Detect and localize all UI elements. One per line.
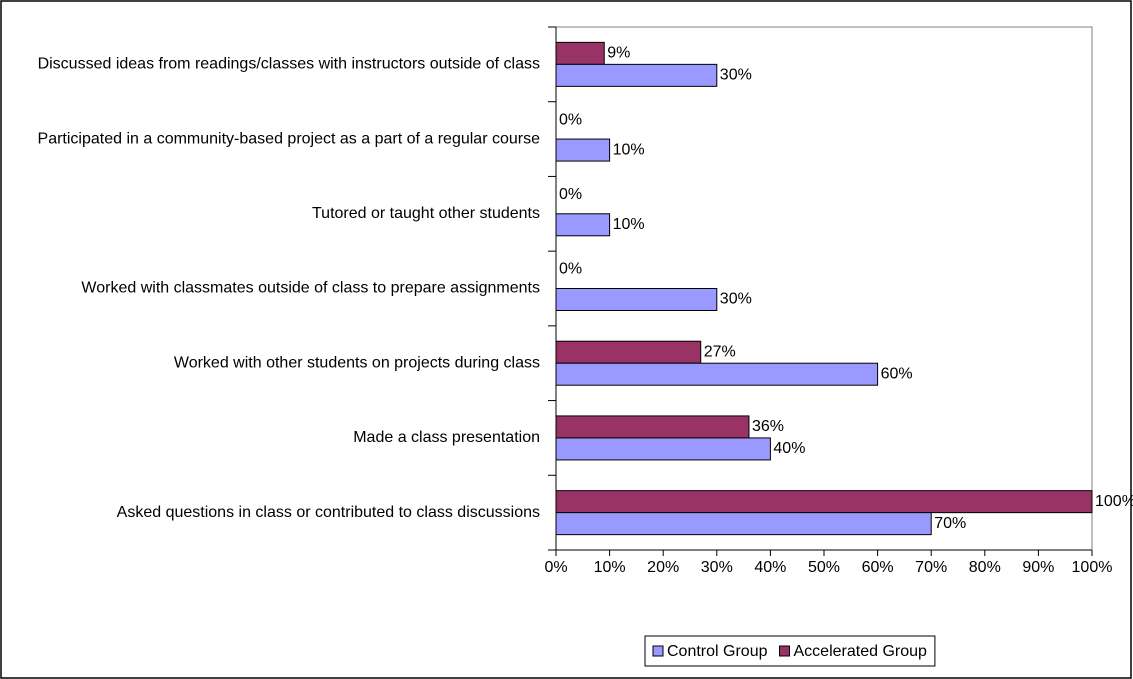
legend-swatch (779, 645, 790, 657)
data-label: 70% (934, 515, 966, 532)
bar (555, 490, 1093, 514)
bar (555, 340, 702, 364)
y-tick-label: Tutored or taught other students (312, 205, 540, 222)
x-tick-label: 60% (862, 559, 894, 576)
x-tick-label: 40% (754, 559, 786, 576)
x-tick-label: 0% (544, 559, 567, 576)
y-tick-label: Discussed ideas from readings/classes wi… (38, 56, 540, 73)
bar (555, 41, 605, 65)
data-label: 9% (607, 45, 630, 62)
data-label: 10% (613, 216, 645, 233)
y-tick-label: Participated in a community-based projec… (38, 130, 541, 147)
legend-swatch (652, 645, 664, 657)
y-tick-label: Worked with other students on projects d… (174, 354, 540, 371)
bar (555, 288, 718, 311)
bar (555, 63, 718, 87)
data-label: 30% (720, 291, 752, 308)
data-label: 27% (704, 343, 736, 360)
data-label: 30% (720, 67, 752, 84)
x-tick-label: 90% (1022, 559, 1054, 576)
bar (555, 437, 771, 461)
y-tick-label: Asked questions in class or contributed … (117, 504, 540, 521)
legend-label: Accelerated Group (794, 643, 928, 660)
y-tick-label: Made a class presentation (353, 429, 540, 446)
bar (555, 213, 611, 237)
data-label: 40% (773, 440, 805, 457)
data-label: 0% (559, 111, 582, 128)
data-label: 0% (559, 186, 582, 203)
bar (555, 362, 879, 386)
data-label: 60% (881, 365, 913, 382)
data-label: 10% (613, 141, 645, 158)
bar (555, 138, 611, 162)
data-label: 0% (559, 261, 582, 278)
x-tick-label: 80% (969, 559, 1001, 576)
data-label: 36% (752, 418, 784, 435)
data-label: 100% (1095, 493, 1133, 510)
x-tick-label: 20% (647, 559, 679, 576)
x-tick-label: 70% (915, 559, 947, 576)
x-tick-label: 50% (808, 559, 840, 576)
bar (555, 415, 750, 439)
y-tick-label: Worked with classmates outside of class … (81, 280, 540, 297)
x-tick-label: 30% (701, 559, 733, 576)
legend-label: Control Group (667, 643, 768, 660)
x-tick-label: 100% (1072, 559, 1113, 576)
x-tick-label: 10% (594, 559, 626, 576)
bar (555, 512, 932, 536)
